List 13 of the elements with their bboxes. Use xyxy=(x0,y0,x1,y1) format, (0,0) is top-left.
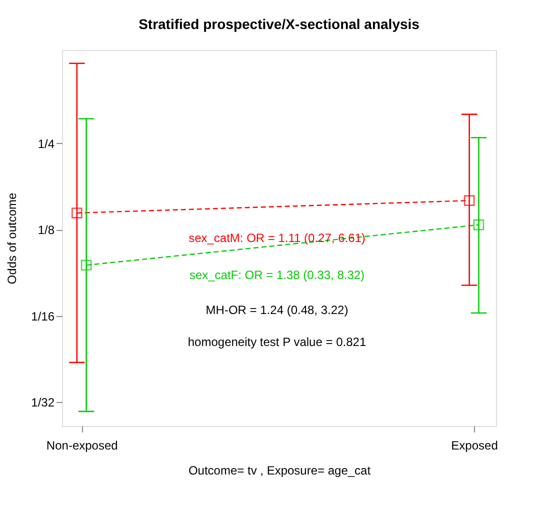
annotation: sex_catF: OR = 1.38 (0.33, 8.32) xyxy=(189,268,365,282)
y-axis-title: Odds of outcome xyxy=(5,192,20,284)
y-tick-label: 1/32 xyxy=(31,396,55,410)
chart-title: Stratified prospective/X-sectional analysis xyxy=(138,16,420,32)
annotation: sex_catM: OR = 1.11 (0.27, 6.61) xyxy=(188,231,366,245)
y-tick-label: 1/8 xyxy=(38,223,55,238)
x-tick-label: Exposed xyxy=(451,438,498,452)
y-tick-label: 1/16 xyxy=(31,309,55,324)
annotation: homogeneity test P value = 0.821 xyxy=(188,335,366,349)
x-axis-title: Outcome= tv , Exposure= age_cat xyxy=(188,464,372,478)
annotation: MH-OR = 1.24 (0.48, 3.22) xyxy=(206,303,348,317)
y-tick-label: 1/4 xyxy=(38,136,55,151)
x-tick-label: Non-exposed xyxy=(46,438,118,452)
